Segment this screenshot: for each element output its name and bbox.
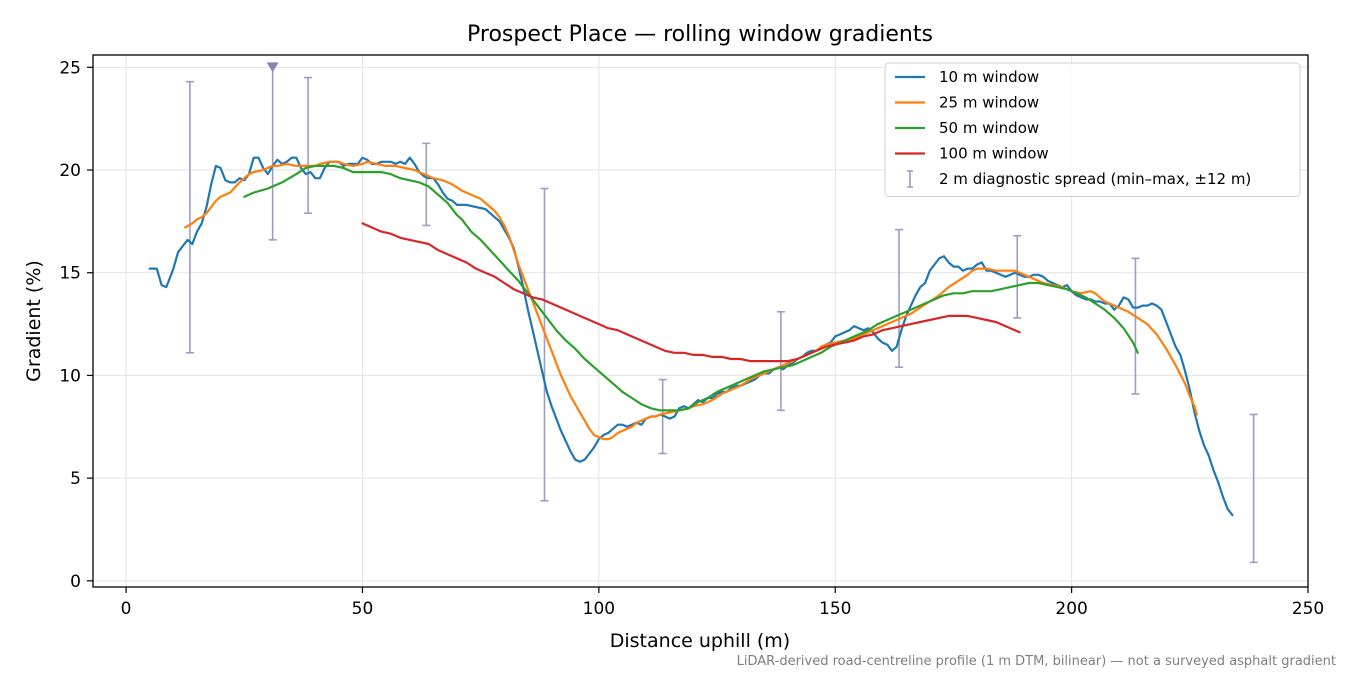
y-tick-label: 5 — [70, 469, 81, 489]
series-line — [243, 164, 1139, 412]
legend: 10 m window 25 m window 50 m window 100 m w… — [884, 62, 1301, 197]
y-tick-label: 15 — [59, 264, 81, 284]
y-tick-label: 20 — [59, 161, 81, 181]
x-tick-label: 100 — [583, 599, 615, 619]
spread-bar — [895, 228, 904, 369]
plot-area-frame — [92, 54, 1309, 588]
y-tick-label: 0 — [70, 572, 81, 592]
spread-bar — [304, 76, 313, 214]
x-tick-label: 50 — [352, 599, 374, 619]
legend-label: 100 m window — [939, 145, 1049, 163]
spread-bar — [1131, 257, 1140, 395]
x-tick-label: 0 — [121, 599, 132, 619]
legend-label: 10 m window — [939, 68, 1039, 86]
x-tick-label: 150 — [819, 599, 851, 619]
x-axis-ticks: 0 50 100 150 200 250 — [121, 587, 1324, 619]
y-tick-label: 10 — [59, 366, 81, 386]
diagnostic-spread-bars — [185, 62, 1258, 564]
spread-bar — [540, 187, 549, 502]
series-line — [184, 160, 1198, 441]
series-lines — [148, 156, 1234, 517]
spread-bar — [185, 80, 194, 354]
chart-title: Prospect Place — rolling window gradient… — [467, 22, 933, 47]
legend-label: 25 m window — [939, 94, 1039, 112]
legend-label: 2 m diagnostic spread (min–max, ±12 m) — [939, 170, 1251, 188]
y-axis-ticks: 0 5 10 15 20 25 — [59, 58, 93, 592]
series-line — [361, 222, 1021, 363]
y-tick-label: 25 — [59, 58, 81, 78]
legend-box — [884, 62, 1301, 197]
x-tick-label: 200 — [1055, 599, 1087, 619]
y-axis-label: Gradient (%) — [23, 260, 45, 382]
spread-bar — [266, 62, 279, 241]
x-axis-label: Distance uphill (m) — [610, 630, 790, 652]
series-line — [148, 156, 1234, 517]
spread-bar — [1013, 234, 1022, 319]
legend-label: 50 m window — [939, 119, 1039, 137]
clipped-marker — [266, 62, 279, 73]
footnote: LiDAR-derived road-centreline profile (1… — [737, 654, 1336, 669]
spread-bar — [1249, 413, 1258, 564]
x-tick-label: 250 — [1292, 599, 1324, 619]
